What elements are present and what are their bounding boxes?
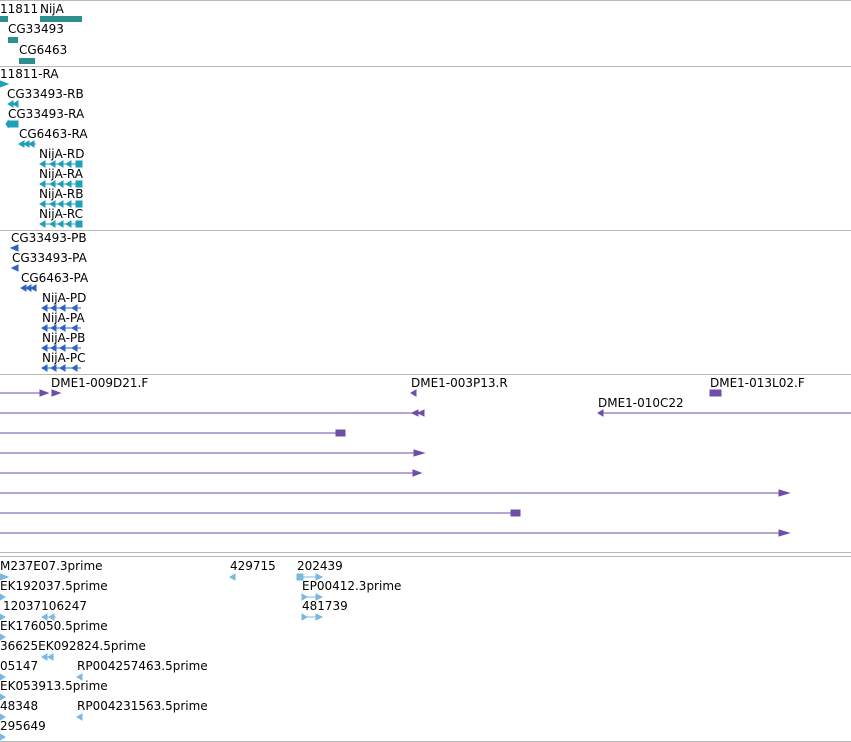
- mrna-label[interactable]: CG6463-RA: [19, 127, 88, 141]
- track-separator: [0, 556, 851, 557]
- est-label[interactable]: EK176050.5prime: [0, 619, 108, 633]
- est-label[interactable]: 48348: [0, 699, 39, 713]
- protein-label[interactable]: CG33493-PB: [11, 231, 87, 245]
- mrna-label[interactable]: NijA-RA: [39, 167, 83, 181]
- nija-rc-glyph: [39, 220, 83, 228]
- protein-label[interactable]: NijA-PC: [42, 351, 86, 365]
- track-separator: [0, 552, 851, 553]
- est-label[interactable]: 202439: [297, 559, 343, 573]
- est-label[interactable]: 481739: [302, 599, 348, 613]
- mrna-label[interactable]: NijA-RC: [39, 207, 84, 221]
- est-label[interactable]: EP00412.3prime: [302, 579, 402, 593]
- gene-label[interactable]: CG33493: [8, 22, 64, 36]
- est-label[interactable]: 429715: [230, 559, 276, 573]
- est-label[interactable]: RP004257463.5prime: [77, 659, 208, 673]
- track-separator: [0, 374, 851, 375]
- mrna-label[interactable]: CG33493-RA: [8, 107, 85, 121]
- est-label[interactable]: RP004231563.5prime: [77, 699, 208, 713]
- gene-feature[interactable]: [40, 16, 82, 22]
- mrna-label[interactable]: NijA-RB: [39, 187, 84, 201]
- nija-rb-glyph: [39, 200, 83, 208]
- gene-label[interactable]: NijA: [40, 2, 64, 16]
- protein-label[interactable]: NijA-PB: [42, 331, 86, 345]
- mrna-label[interactable]: CG33493-RB: [7, 87, 84, 101]
- protein-label[interactable]: CG33493-PA: [12, 251, 87, 265]
- protein-label[interactable]: NijA-PA: [42, 311, 85, 325]
- gene-label[interactable]: 11811: [0, 2, 39, 16]
- gene-feature[interactable]: [0, 16, 8, 22]
- gene-feature[interactable]: [8, 37, 18, 43]
- mrna-label[interactable]: NijA-RD: [39, 147, 85, 161]
- est-label[interactable]: EK192037.5prime: [0, 579, 108, 593]
- gene-feature[interactable]: [19, 58, 35, 64]
- est-label[interactable]: 12037106247: [3, 599, 87, 613]
- track-separator: [0, 66, 851, 67]
- clone-label[interactable]: DME1-009D21.F: [51, 376, 149, 390]
- gene-label[interactable]: CG6463: [19, 43, 68, 57]
- protein-label[interactable]: CG6463-PA: [21, 271, 89, 285]
- clone-label[interactable]: DME1-003P13.R: [411, 376, 508, 390]
- protein-label[interactable]: NijA-PD: [42, 291, 87, 305]
- mrna-label[interactable]: 11811-RA: [0, 67, 59, 81]
- clone-label[interactable]: DME1-010C22: [598, 396, 684, 410]
- track-separator: [0, 0, 851, 1]
- nija-rd-glyph: [39, 160, 83, 168]
- est-label[interactable]: 295649: [0, 719, 46, 733]
- track-separator: [0, 230, 851, 231]
- est-label[interactable]: 05147: [0, 659, 39, 673]
- nija-ra-glyph: [39, 180, 83, 188]
- est-label[interactable]: M237E07.3prime: [0, 559, 103, 573]
- est-label[interactable]: EK053913.5prime: [0, 679, 108, 693]
- est-label[interactable]: 36625EK092824.5prime: [0, 639, 146, 653]
- clone-label[interactable]: DME1-013L02.F: [710, 376, 805, 390]
